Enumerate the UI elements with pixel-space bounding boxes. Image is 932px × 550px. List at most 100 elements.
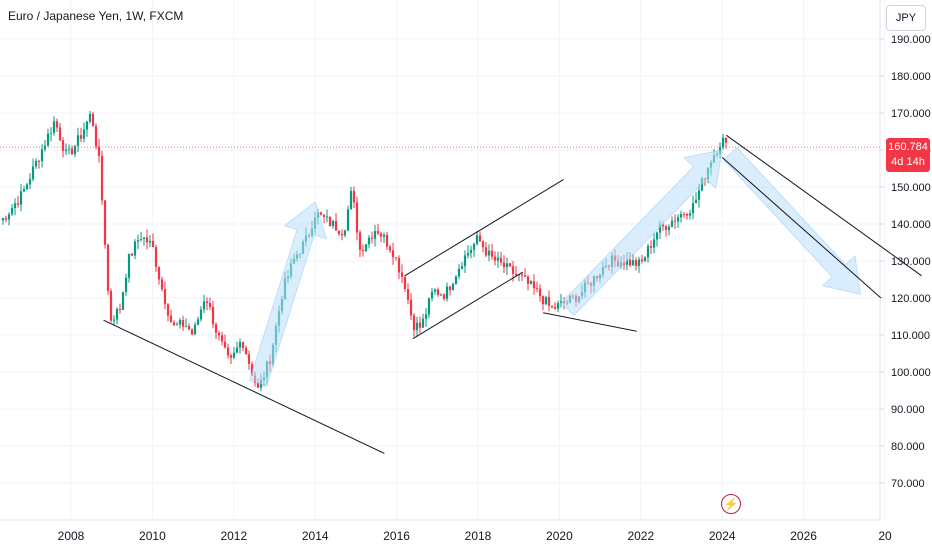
candle-body <box>427 298 431 315</box>
candle-body <box>514 273 518 275</box>
candle-body <box>418 322 422 328</box>
candle-body <box>196 319 200 325</box>
candle-body <box>151 240 155 248</box>
candle-body <box>76 135 80 146</box>
candle-body <box>433 289 437 292</box>
candle-body <box>85 121 89 130</box>
candle-body <box>457 268 461 277</box>
candle-body <box>115 308 119 320</box>
candle-body <box>523 275 527 277</box>
candle-body <box>241 342 245 348</box>
candle-body <box>37 161 41 162</box>
candle-body <box>694 199 698 204</box>
candle-body <box>385 234 389 247</box>
candle-body <box>73 145 77 155</box>
candle-body <box>673 220 677 222</box>
candle-body <box>28 179 32 185</box>
trend-arrow <box>723 146 862 295</box>
candle-body <box>124 277 128 293</box>
candle-body <box>106 244 110 291</box>
y-tick-label: 150.000 <box>891 182 931 194</box>
lightning-icon[interactable]: ⚡ <box>721 494 741 514</box>
candle-body <box>364 244 368 252</box>
candle-body <box>322 214 326 218</box>
x-tick-label: 2020 <box>546 529 573 543</box>
candle-body <box>19 191 23 205</box>
candle-body <box>409 299 413 316</box>
candle-body <box>61 140 65 151</box>
candle-body <box>25 184 29 190</box>
candle-body <box>397 257 401 273</box>
candle-body <box>13 203 17 209</box>
candle-body <box>463 255 467 267</box>
candle-body <box>361 249 365 252</box>
candle-body <box>472 243 476 250</box>
candle-body <box>163 289 167 305</box>
candle-body <box>556 303 560 309</box>
candle-body <box>535 288 539 289</box>
candle-body <box>388 246 392 251</box>
candle-body <box>202 301 206 310</box>
candle-body <box>70 148 74 155</box>
candle-body <box>394 257 398 258</box>
candle-body <box>436 289 440 295</box>
candle-body <box>130 253 134 256</box>
candle-body <box>370 237 374 239</box>
trend-line <box>721 157 882 299</box>
currency-button[interactable]: JPY <box>886 5 926 31</box>
candle-body <box>250 363 254 376</box>
candle-body <box>46 133 50 146</box>
candle-body <box>91 113 95 127</box>
candle-body <box>382 234 386 237</box>
candle-body <box>445 286 449 299</box>
y-tick-label: 170.000 <box>891 108 931 120</box>
candle-body <box>697 190 701 200</box>
candle-body <box>133 241 137 256</box>
y-tick-label: 80.000 <box>891 441 925 453</box>
candle-body <box>541 296 545 305</box>
candle-body <box>157 266 161 280</box>
candle-body <box>205 301 209 304</box>
candle-body <box>79 135 83 139</box>
trend-line <box>543 312 637 332</box>
candle-body <box>403 276 407 290</box>
candle-body <box>526 276 530 284</box>
candle-body <box>496 257 500 261</box>
x-tick-label: 2010 <box>139 529 166 543</box>
candle-body <box>121 292 125 310</box>
x-tick-label: 2008 <box>58 529 85 543</box>
candle-body <box>235 347 239 353</box>
candle-body <box>430 291 434 299</box>
candle-body <box>175 324 179 326</box>
candle-body <box>664 226 668 230</box>
candle-body <box>16 203 20 205</box>
candle-body <box>553 306 557 309</box>
candle-body <box>367 237 371 245</box>
y-tick-label: 100.000 <box>891 367 931 379</box>
candle-body <box>478 235 482 242</box>
candle-body <box>679 214 683 218</box>
candle-body <box>505 263 509 268</box>
candle-body <box>139 238 143 241</box>
candle-body <box>493 256 497 261</box>
x-tick-label: 2016 <box>383 529 410 543</box>
candle-body <box>352 190 356 203</box>
trend-line <box>404 179 564 277</box>
candle-body <box>655 232 659 240</box>
candle-body <box>169 315 173 323</box>
candle-body <box>406 289 410 300</box>
candle-body <box>199 309 203 320</box>
candle-body <box>190 329 194 335</box>
candle-body <box>400 272 404 277</box>
candle-body <box>193 324 197 335</box>
candle-body <box>181 320 185 327</box>
trend-line <box>412 271 524 340</box>
symbol-title[interactable]: Euro / Japanese Yen, 1W, FXCM <box>8 9 184 23</box>
candle-body <box>22 189 26 192</box>
candle-body <box>7 214 11 220</box>
candle-body <box>532 281 536 289</box>
candle-body <box>685 214 689 216</box>
y-tick-label: 90.000 <box>891 404 925 416</box>
candle-body <box>682 214 686 215</box>
